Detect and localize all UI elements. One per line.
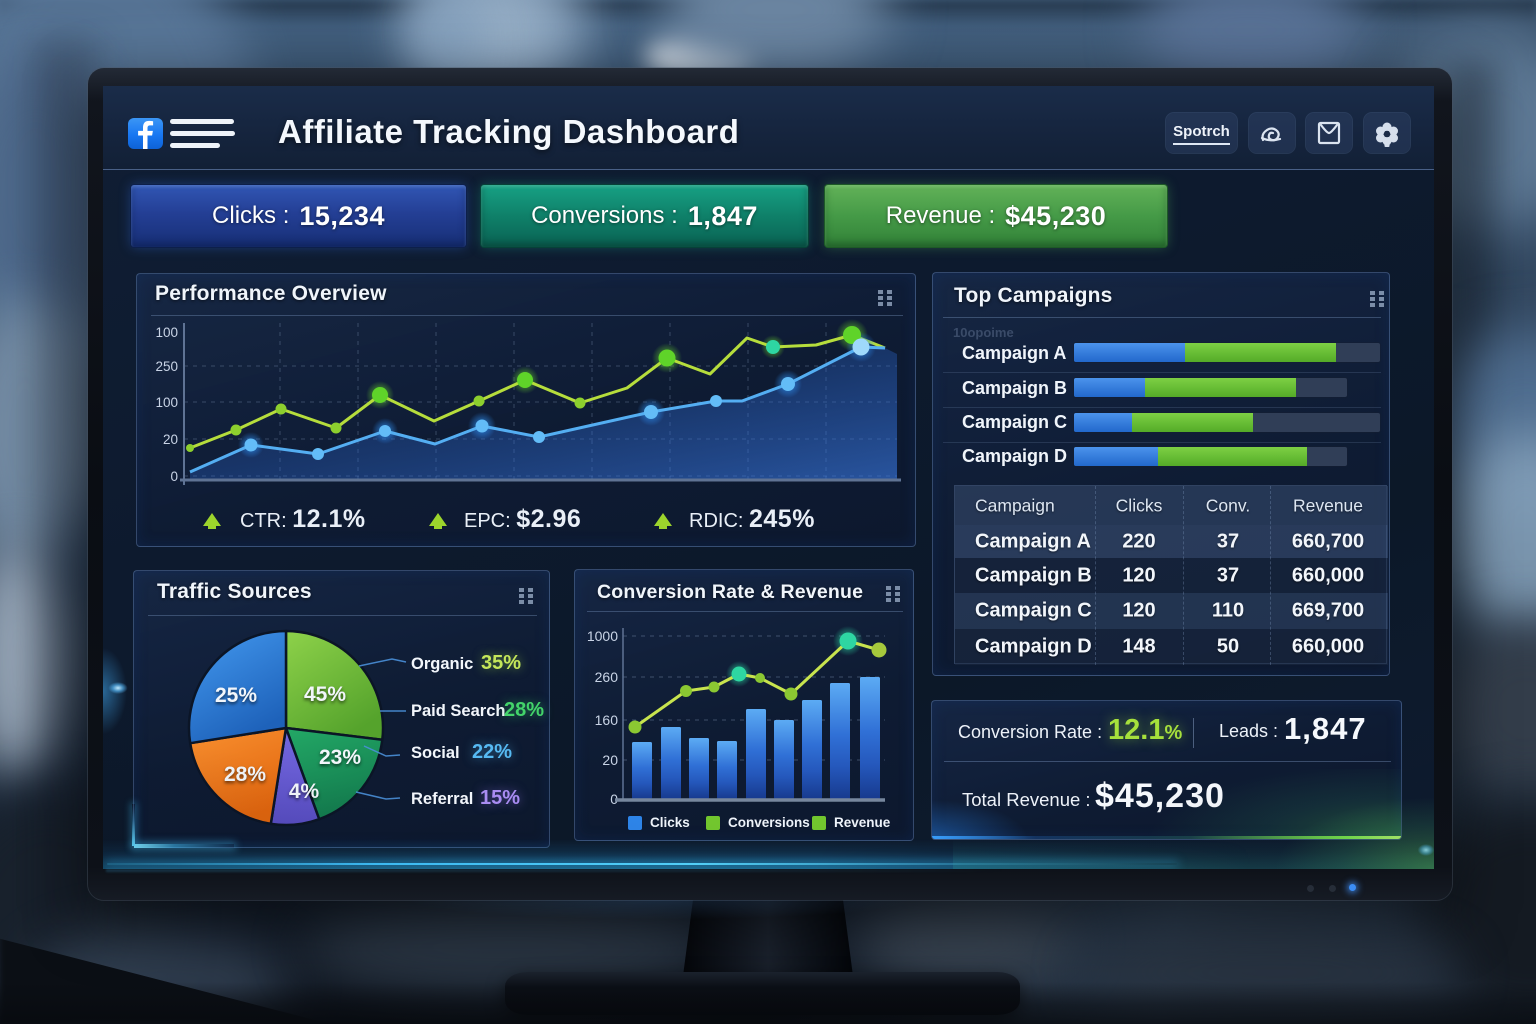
svg-text:260: 260 bbox=[595, 669, 619, 685]
svg-text:160: 160 bbox=[595, 712, 619, 728]
svg-text:20: 20 bbox=[602, 752, 618, 768]
svg-text:25%: 25% bbox=[215, 684, 257, 707]
svg-text:4%: 4% bbox=[289, 780, 320, 803]
svg-text:23%: 23% bbox=[319, 746, 361, 769]
svg-text:0: 0 bbox=[170, 469, 178, 484]
svg-text:1000: 1000 bbox=[587, 628, 618, 644]
svg-text:0: 0 bbox=[610, 791, 618, 807]
svg-text:45%: 45% bbox=[304, 683, 346, 706]
svg-text:100: 100 bbox=[155, 395, 178, 410]
svg-text:28%: 28% bbox=[224, 763, 266, 786]
svg-text:20: 20 bbox=[163, 432, 178, 447]
svg-text:100: 100 bbox=[155, 325, 178, 340]
svg-text:250: 250 bbox=[155, 359, 178, 374]
